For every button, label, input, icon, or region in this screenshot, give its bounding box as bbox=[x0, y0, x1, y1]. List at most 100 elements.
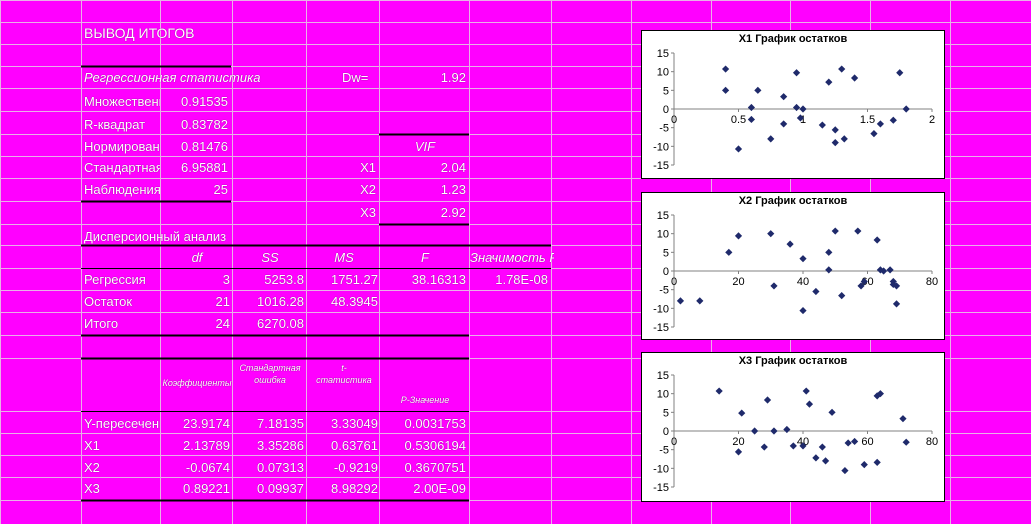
residual-chart-x2[interactable]: X2 График остатков 15 10 5 0 -5 -10 -15 0 20 40 60… bbox=[641, 192, 945, 340]
data-point[interactable] bbox=[760, 443, 768, 451]
coef-t[interactable]: -0.9219 bbox=[333, 460, 378, 475]
coef-value[interactable]: 0.89221 bbox=[183, 481, 230, 496]
data-point[interactable] bbox=[892, 282, 901, 290]
data-point[interactable] bbox=[899, 415, 907, 423]
anova-col-header[interactable]: df bbox=[191, 250, 203, 265]
data-point[interactable] bbox=[818, 121, 826, 129]
data-point[interactable] bbox=[818, 443, 826, 451]
data-point[interactable] bbox=[828, 408, 836, 416]
data-point[interactable] bbox=[821, 457, 830, 465]
data-point[interactable] bbox=[860, 461, 868, 469]
data-point[interactable] bbox=[789, 442, 797, 450]
data-point[interactable] bbox=[786, 240, 794, 248]
data-point[interactable] bbox=[838, 65, 846, 73]
anova-heading[interactable]: Дисперсионный анализ bbox=[84, 229, 227, 244]
data-point[interactable] bbox=[825, 248, 833, 256]
data-point[interactable] bbox=[844, 439, 852, 447]
data-point[interactable] bbox=[870, 130, 878, 138]
data-point[interactable] bbox=[889, 116, 897, 124]
anova-ss[interactable]: 1016.28 bbox=[257, 294, 304, 309]
coef-row-label[interactable]: X3 bbox=[84, 481, 100, 496]
data-point[interactable] bbox=[770, 427, 778, 435]
regstat-value[interactable]: 0.81476 bbox=[181, 139, 228, 154]
vif-label[interactable]: X3 bbox=[360, 205, 376, 220]
data-point[interactable] bbox=[780, 93, 788, 101]
data-point[interactable] bbox=[792, 69, 801, 77]
regstat-label[interactable]: Стандартная ошибка bbox=[84, 160, 160, 175]
data-point[interactable] bbox=[838, 292, 846, 300]
data-point[interactable] bbox=[770, 282, 778, 290]
anova-df[interactable]: 3 bbox=[222, 272, 230, 287]
data-point[interactable] bbox=[734, 448, 743, 456]
anova-ms[interactable]: 48.3945 bbox=[331, 294, 378, 309]
data-point[interactable] bbox=[722, 65, 730, 73]
anova-sig[interactable]: 1.78E-08 bbox=[495, 272, 548, 287]
anova-row-label[interactable]: Регрессия bbox=[84, 272, 146, 287]
regstat-value[interactable]: 25 bbox=[213, 182, 228, 197]
anova-col-header[interactable]: Значимость F bbox=[470, 250, 554, 265]
dw-value[interactable]: 1.92 bbox=[440, 70, 466, 85]
data-point[interactable] bbox=[812, 454, 820, 462]
anova-df[interactable]: 24 bbox=[215, 316, 230, 331]
data-point[interactable] bbox=[812, 287, 820, 296]
regstat-value[interactable]: 0.91535 bbox=[181, 94, 228, 109]
data-point[interactable] bbox=[751, 427, 759, 435]
data-point[interactable] bbox=[831, 139, 839, 147]
coef-p[interactable]: 0.5306194 bbox=[404, 438, 466, 453]
vif-heading[interactable]: VIF bbox=[414, 139, 436, 154]
anova-f[interactable]: 38.16313 bbox=[411, 272, 466, 287]
residual-chart-x1[interactable]: X1 График остатков 15 10 5 0 -5 -10 -15 0 0.5 1 1.… bbox=[641, 30, 945, 179]
dw-label[interactable]: Dw= bbox=[342, 70, 369, 85]
data-point[interactable] bbox=[902, 438, 910, 446]
anova-col-header[interactable]: SS bbox=[261, 250, 279, 265]
regstat-label[interactable]: Нормированный R-квадрат bbox=[84, 139, 160, 154]
data-point[interactable] bbox=[854, 227, 862, 235]
data-point[interactable] bbox=[799, 105, 807, 113]
data-point[interactable] bbox=[722, 86, 730, 94]
coef-value[interactable]: -0.0674 bbox=[185, 460, 230, 475]
data-point[interactable] bbox=[840, 135, 848, 143]
coef-col-header[interactable]: P-Значение bbox=[400, 395, 450, 405]
data-point[interactable] bbox=[805, 400, 814, 408]
data-point[interactable] bbox=[889, 280, 897, 289]
data-point[interactable] bbox=[767, 135, 775, 143]
regstat-value[interactable]: 0.83782 bbox=[181, 117, 228, 132]
anova-row-label[interactable]: Итого bbox=[84, 316, 119, 331]
data-point[interactable] bbox=[747, 115, 755, 124]
coef-col-header[interactable]: t-статистика bbox=[316, 363, 372, 385]
data-point[interactable] bbox=[763, 396, 772, 404]
data-point[interactable] bbox=[841, 466, 849, 475]
data-point[interactable] bbox=[734, 232, 743, 240]
anova-row-label[interactable]: Остаток bbox=[84, 294, 133, 309]
vif-value[interactable]: 2.92 bbox=[440, 205, 466, 220]
coef-value[interactable]: 23.9174 bbox=[183, 416, 230, 431]
coef-se[interactable]: 7.18135 bbox=[257, 416, 304, 431]
data-point[interactable] bbox=[767, 230, 775, 238]
coef-row-label[interactable]: X2 bbox=[84, 460, 100, 475]
coef-p[interactable]: 0.3670751 bbox=[404, 460, 466, 475]
coef-value[interactable]: 2.13789 bbox=[183, 438, 230, 453]
vif-value[interactable]: 2.04 bbox=[440, 160, 466, 175]
data-point[interactable] bbox=[873, 458, 881, 466]
coef-t[interactable]: 3.33049 bbox=[331, 416, 378, 431]
anova-ss[interactable]: 6270.08 bbox=[257, 316, 304, 331]
data-point[interactable] bbox=[734, 145, 743, 153]
regression-stats-heading[interactable]: Регрессионная статистика bbox=[84, 70, 261, 85]
vif-label[interactable]: X2 bbox=[360, 182, 376, 197]
data-point[interactable] bbox=[754, 86, 762, 94]
data-point[interactable] bbox=[676, 297, 685, 305]
coef-p[interactable]: 0.0031753 bbox=[404, 416, 466, 431]
residual-chart-x3[interactable]: X3 График остатков 15 10 5 0 -5 -10 -15 0 20 40 60… bbox=[641, 352, 945, 502]
data-point[interactable] bbox=[892, 300, 901, 308]
coef-t[interactable]: 8.98292 bbox=[331, 481, 378, 496]
anova-col-header[interactable]: MS bbox=[334, 250, 354, 265]
coef-t[interactable]: 0.63761 bbox=[331, 438, 378, 453]
data-point[interactable] bbox=[792, 103, 801, 112]
data-point[interactable] bbox=[896, 69, 904, 77]
data-point[interactable] bbox=[802, 387, 810, 395]
data-point[interactable] bbox=[886, 266, 894, 274]
coef-se[interactable]: 3.35286 bbox=[257, 438, 304, 453]
sheet-title[interactable]: ВЫВОД ИТОГОВ bbox=[84, 25, 195, 41]
anova-col-header[interactable]: F bbox=[421, 250, 429, 265]
data-point[interactable] bbox=[825, 266, 833, 274]
